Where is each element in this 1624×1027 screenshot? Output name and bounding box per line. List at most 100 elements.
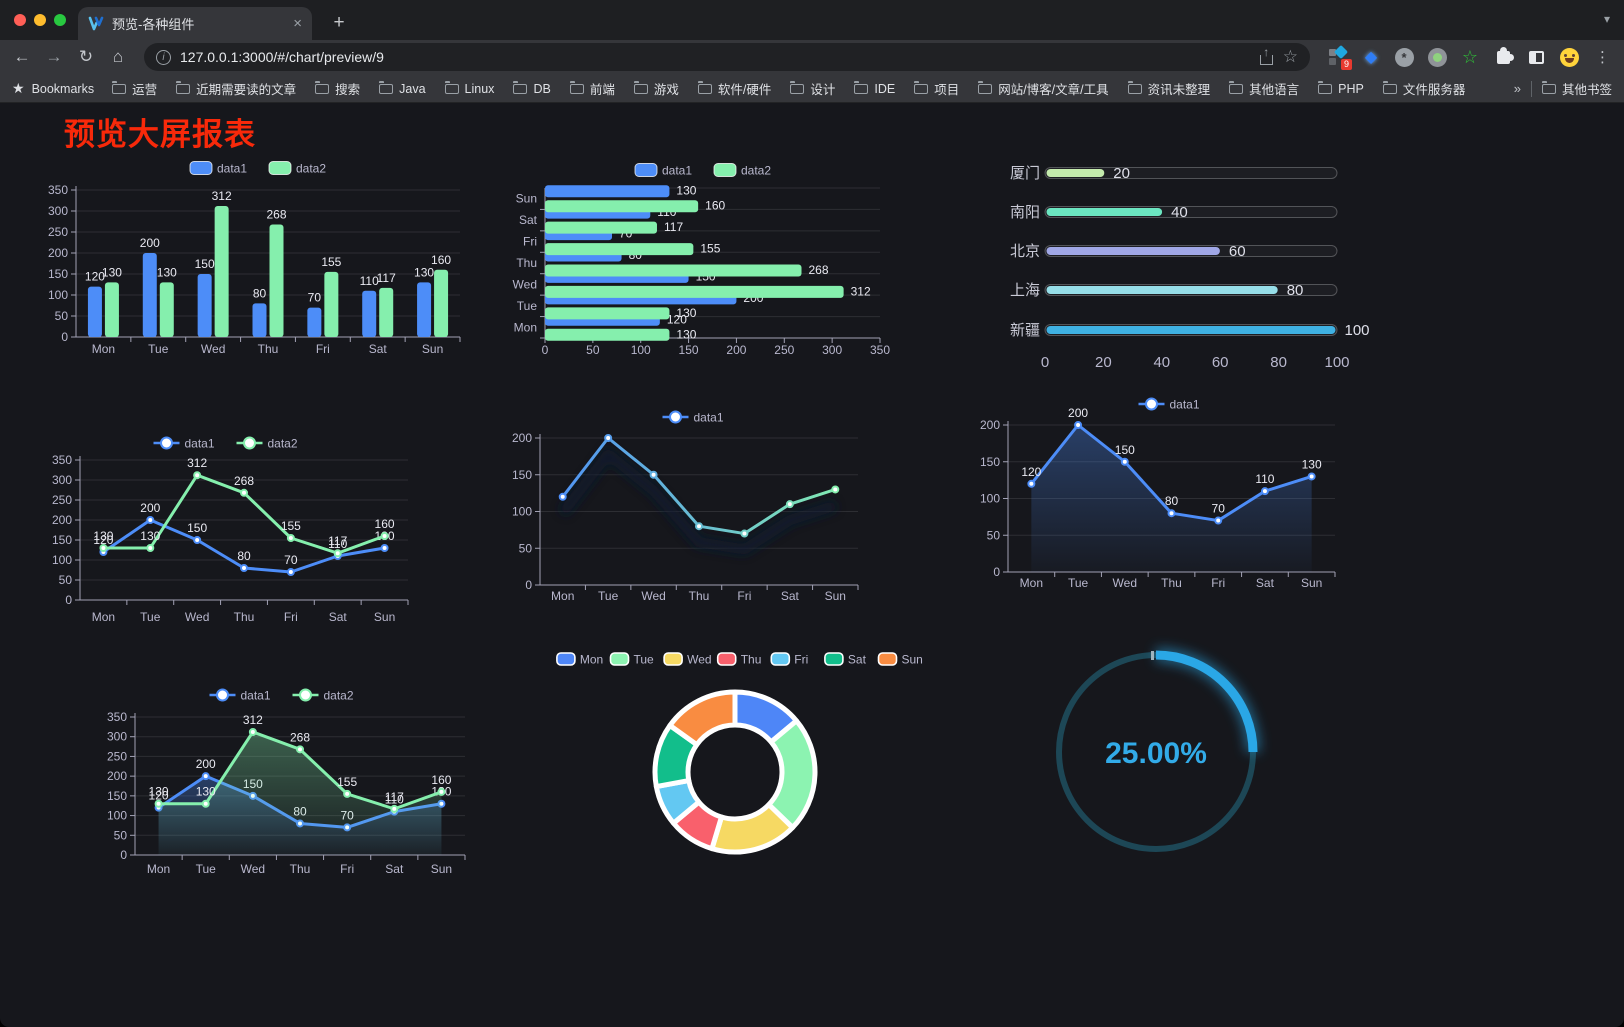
extensions-row: 9 ◆ * ☆ — [1322, 44, 1585, 70]
svg-text:50: 50 — [114, 828, 128, 842]
bookmark-folder[interactable]: 项目 — [914, 79, 959, 98]
other-bookmarks-folder[interactable]: 其他书签 — [1541, 79, 1612, 98]
svg-text:200: 200 — [726, 343, 746, 357]
chart-legend[interactable]: data1 — [1138, 397, 1200, 412]
svg-text:130: 130 — [93, 529, 113, 543]
bookmark-folder[interactable]: 运营 — [112, 79, 157, 98]
bookmark-folder[interactable]: Java — [379, 80, 426, 96]
two-series-line-chart[interactable]: data1 data2 0 50 100 150 200 250 300 350 Mon Tue Wed… — [30, 425, 425, 637]
svg-text:200: 200 — [980, 418, 1000, 432]
area-line-chart[interactable]: data1 0 50 100 150 200 Mon Tue Wed Thu Fri Sat Sun 12… — [980, 385, 1357, 597]
extension-star-icon[interactable]: ☆ — [1461, 46, 1479, 67]
bookmark-folder[interactable]: 网站/博客/文章/工具 — [978, 79, 1109, 98]
bookmark-folder[interactable]: PHP — [1318, 80, 1364, 96]
extension-emoji-icon[interactable] — [1559, 47, 1579, 67]
forward-button[interactable]: → — [45, 47, 63, 66]
svg-text:40: 40 — [1153, 354, 1170, 371]
bookmark-folder[interactable]: DB — [513, 80, 551, 96]
folder-icon — [633, 80, 648, 94]
chart-legend[interactable]: data1 data2 — [189, 161, 326, 176]
svg-text:80: 80 — [1270, 354, 1287, 371]
chart-legend[interactable]: data1 data2 — [634, 163, 771, 178]
extension-command-icon[interactable]: * — [1394, 47, 1414, 67]
side-panel-icon[interactable] — [1526, 47, 1546, 67]
extension-gem-icon[interactable]: ◆ — [1364, 49, 1378, 66]
bookmark-folder[interactable]: Linux — [444, 80, 494, 96]
donut-chart[interactable]: Mon Tue Wed Thu Fri Sat Sun — [545, 633, 935, 890]
svg-text:160: 160 — [431, 773, 451, 787]
chart-legend[interactable]: Mon Tue Wed Thu Fri Sat Sun — [556, 652, 923, 667]
svg-text:Wed: Wed — [687, 653, 711, 667]
svg-text:data1: data1 — [185, 437, 215, 451]
bookmarks-list: 运营 近期需要读的文章 搜索 Java Linux DB 前端 游戏 软件/硬件 设计 IDE 项目网… — [112, 79, 1506, 98]
close-window-button[interactable] — [14, 14, 26, 26]
site-favicon — [88, 16, 104, 30]
home-button[interactable]: ⌂ — [112, 47, 124, 66]
extension-badge: 9 — [1340, 59, 1352, 70]
svg-text:312: 312 — [187, 456, 207, 470]
svg-text:50: 50 — [55, 309, 69, 323]
tab-close-icon[interactable]: × — [293, 15, 302, 32]
vertical-bar-chart[interactable]: data1 data2 0 50 100 150 200 250 300 350 Mon Tue Wed… — [40, 148, 480, 383]
svg-text:Thu: Thu — [516, 256, 537, 270]
gradient-line-chart[interactable]: data1 0 50 100 150 200 Mon Tue Wed Thu Fri Sat Sun — [505, 398, 885, 610]
bookmarks-star-icon[interactable]: ★ — [12, 80, 25, 96]
folder-icon — [854, 80, 869, 94]
bookmark-folder[interactable]: 资讯未整理 — [1127, 79, 1210, 98]
bookmark-folder[interactable]: 前端 — [569, 79, 615, 98]
chart-legend[interactable]: data1 data2 — [209, 688, 354, 703]
bookmarks-root-label[interactable]: Bookmarks — [31, 81, 95, 96]
svg-text:70: 70 — [284, 553, 298, 567]
bookmark-folder[interactable]: 文件服务器 — [1382, 79, 1465, 98]
browser-tab[interactable]: 预览-各种组件 × — [78, 7, 312, 40]
svg-text:Sat: Sat — [1256, 576, 1275, 590]
extensions-puzzle-icon[interactable] — [1493, 46, 1514, 67]
pie-slice-sun — [667, 689, 738, 748]
bookmark-folder[interactable]: 搜索 — [315, 79, 360, 98]
svg-text:Sun: Sun — [374, 610, 395, 624]
line-chart-svg: data1 data2 0 50 100 150 200 250 300 350 Mon Tue Wed… — [52, 436, 409, 624]
progress-bar-chart[interactable]: 厦门 20 南阳 40 北京 60 上海 80 新疆 100 0 20 40 60 80 100 — [985, 150, 1370, 385]
svg-text:312: 312 — [851, 284, 871, 298]
svg-text:data2: data2 — [741, 164, 771, 178]
address-bar[interactable]: i 127.0.0.1:3000/#/chart/preview/9 ↑ ☆ — [144, 43, 1310, 71]
svg-text:70: 70 — [1212, 502, 1226, 516]
bookmark-folder[interactable]: 其他语言 — [1229, 79, 1299, 98]
bookmark-star-icon[interactable]: ☆ — [1282, 47, 1298, 66]
chart-legend[interactable]: data1 data2 — [153, 436, 298, 451]
bookmark-folder[interactable]: 设计 — [790, 79, 835, 98]
svg-text:200: 200 — [48, 246, 68, 260]
minimize-window-button[interactable] — [34, 14, 46, 26]
extension-green-dot-icon[interactable] — [1427, 47, 1447, 67]
two-series-area-chart[interactable]: data1 data2 0 50 100 150 200 250 300 350 Mon Tue Wed… — [85, 672, 482, 887]
line-chart-svg: data1 0 50 100 150 200 Mon Tue Wed Thu Fri Sat Sun 12… — [980, 397, 1336, 590]
url-text[interactable]: 127.0.0.1:3000/#/chart/preview/9 — [180, 49, 384, 65]
new-tab-button[interactable]: + — [333, 12, 345, 33]
browser-menu-icon[interactable]: ⋮ — [1595, 49, 1610, 66]
svg-text:120: 120 — [85, 270, 105, 284]
svg-text:0: 0 — [120, 848, 127, 862]
svg-text:80: 80 — [253, 286, 267, 300]
tab-search-chevron-icon[interactable]: ▾ — [1603, 12, 1610, 26]
svg-text:Wed: Wed — [1113, 576, 1137, 590]
bookmark-folder[interactable]: IDE — [854, 80, 895, 96]
svg-text:130: 130 — [676, 184, 696, 198]
site-info-icon[interactable]: i — [156, 49, 171, 65]
reload-button[interactable]: ↻ — [78, 47, 94, 66]
chart-legend[interactable]: data1 — [662, 410, 724, 425]
bookmark-folder[interactable]: 软件/硬件 — [697, 79, 771, 98]
extension-colorzilla-icon[interactable]: 9 — [1328, 44, 1352, 70]
svg-text:250: 250 — [52, 493, 72, 507]
maximize-window-button[interactable] — [54, 14, 66, 26]
svg-text:Thu: Thu — [689, 589, 710, 603]
horizontal-bar-chart[interactable]: data1 data2 Mon Tue Wed Thu Fri Sat Sun 0 50 100 150… — [505, 148, 905, 383]
bookmark-folder[interactable]: 游戏 — [633, 79, 679, 98]
back-button[interactable]: ← — [13, 47, 31, 66]
share-icon[interactable]: ↑ — [1259, 45, 1274, 65]
bookmarks-overflow-icon[interactable]: » — [1513, 81, 1521, 96]
svg-text:130: 130 — [1302, 457, 1322, 471]
gauge-chart[interactable]: 25.00% — [1030, 635, 1282, 877]
svg-text:Sun: Sun — [825, 589, 846, 603]
svg-text:130: 130 — [414, 265, 434, 279]
bookmark-folder[interactable]: 近期需要读的文章 — [176, 79, 296, 98]
